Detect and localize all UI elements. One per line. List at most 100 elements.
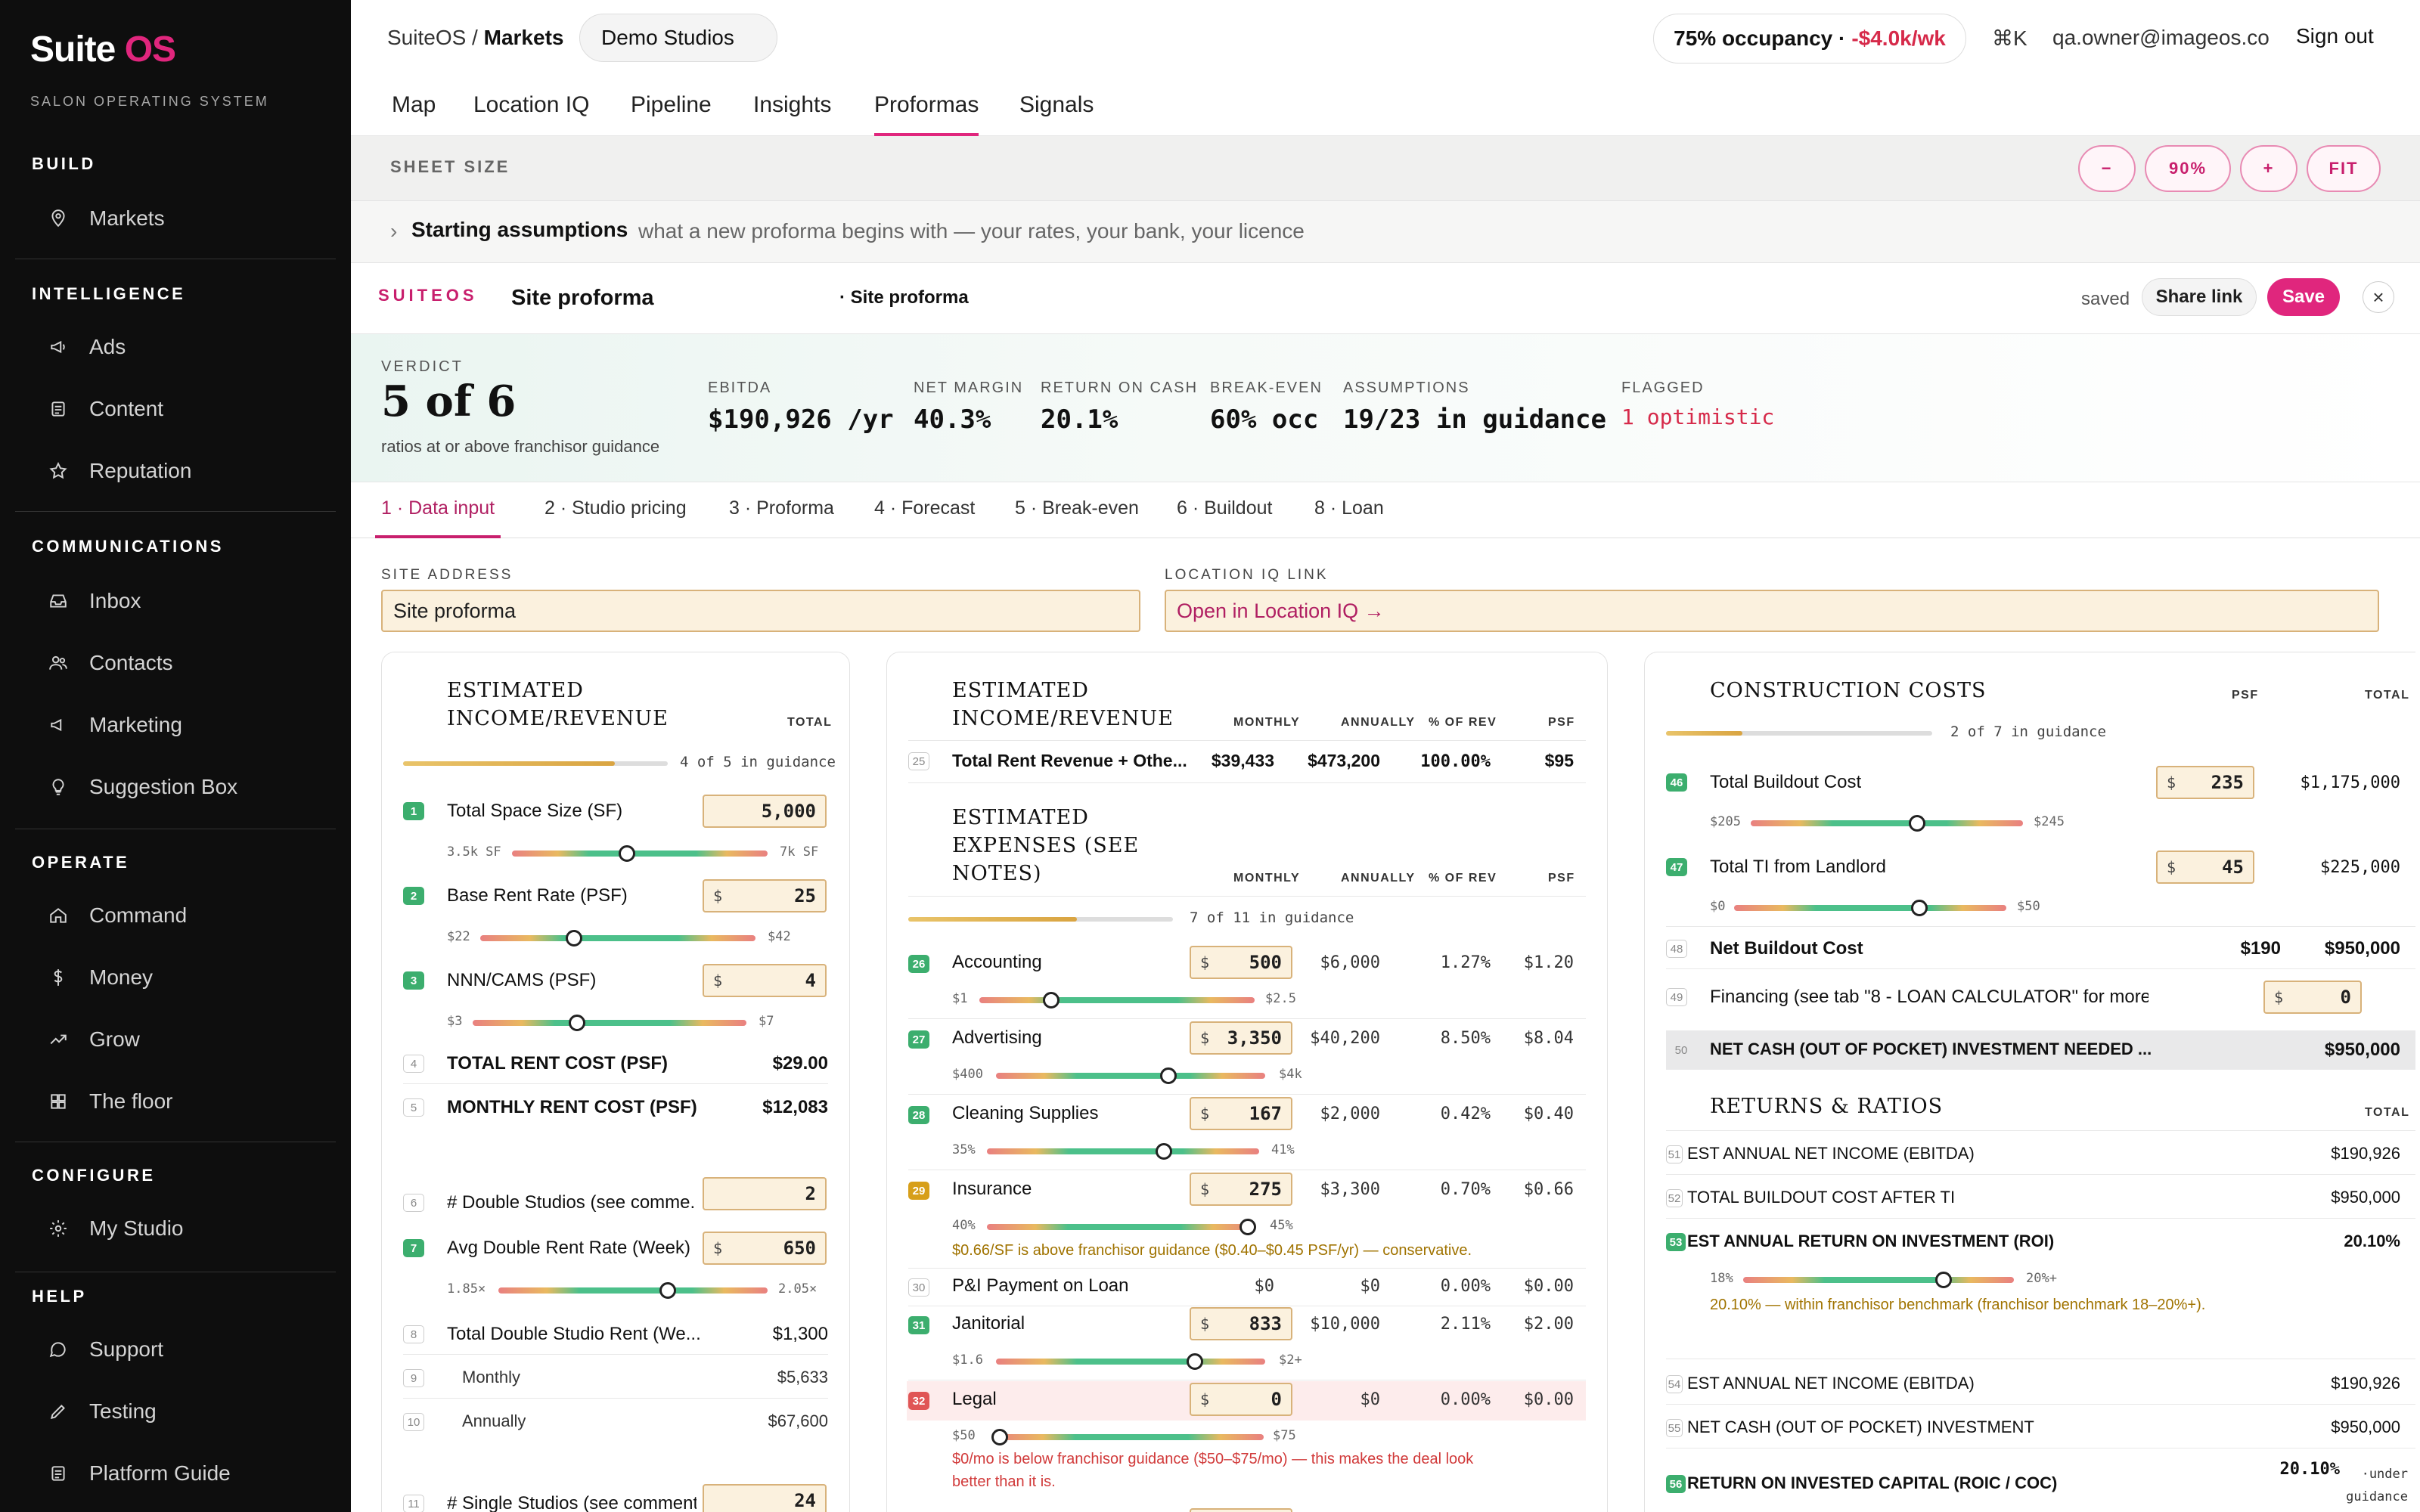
sidebar-item-platform-guide[interactable]: Platform Guide [48, 1455, 231, 1492]
guidance-slider[interactable] [1743, 1272, 2014, 1288]
sidebar-item-contacts[interactable]: Contacts [48, 644, 173, 682]
zoom-fit-button[interactable]: FIT [2307, 145, 2381, 192]
sidebar-item-testing[interactable]: Testing [48, 1393, 157, 1430]
row-number: 26 [908, 955, 929, 973]
tab-map[interactable]: Map [392, 92, 436, 117]
tab-data-input[interactable]: 1 · Data input [375, 497, 501, 538]
slider-knob[interactable] [1159, 1067, 1177, 1084]
brand-logo[interactable]: Suite OS [30, 29, 176, 70]
tab-proforma[interactable]: 3 · Proforma [729, 497, 834, 519]
sidebar-item-marketing[interactable]: Marketing [48, 706, 182, 744]
guidance-slider[interactable] [979, 992, 1255, 1009]
tab-pipeline[interactable]: Pipeline [631, 92, 712, 117]
double-studios-input[interactable]: 2 [703, 1177, 827, 1210]
buildout-cost-input[interactable]: $235 [2156, 766, 2254, 799]
proforma-title[interactable]: Site proforma [511, 286, 654, 310]
guidance-slider[interactable] [996, 1353, 1265, 1370]
next-expense-input[interactable] [1190, 1508, 1292, 1512]
sidebar-item-inbox[interactable]: Inbox [48, 582, 141, 620]
tab-buildout[interactable]: 6 · Buildout [1177, 497, 1273, 519]
sidebar-item-content[interactable]: Content [48, 390, 163, 428]
slider-knob[interactable] [991, 1429, 1009, 1445]
sidebar-item-my-studio[interactable]: My Studio [48, 1210, 184, 1247]
sidebar-item-support[interactable]: Support [48, 1331, 163, 1368]
sidebar-item-grow[interactable]: Grow [48, 1021, 140, 1058]
advertising-input[interactable]: $3,350 [1190, 1021, 1292, 1055]
share-link-button[interactable]: Share link [2142, 278, 2257, 316]
zoom-in-button[interactable]: + [2240, 145, 2297, 192]
close-icon[interactable]: × [2363, 281, 2394, 313]
slider-knob[interactable] [1187, 1353, 1204, 1370]
command-shortcut[interactable]: ⌘K [1992, 26, 2028, 50]
legal-input[interactable]: $0 [1190, 1383, 1292, 1416]
row-annually: $10,000 [1310, 1315, 1380, 1334]
slider-knob[interactable] [1239, 1219, 1257, 1235]
financing-input[interactable]: $0 [2263, 981, 2362, 1014]
site-address-input[interactable]: Site proforma [381, 590, 1140, 632]
space-size-input[interactable]: 5,000 [703, 795, 827, 828]
note-line: $0/mo is below franchisor guidance ($50–… [952, 1451, 1474, 1467]
guidance-slider[interactable] [991, 1429, 1264, 1445]
location-iq-link[interactable]: Open in Location IQ → [1165, 590, 2379, 632]
cleaning-supplies-input[interactable]: $167 [1190, 1097, 1292, 1130]
accounting-input[interactable]: $500 [1190, 946, 1292, 979]
occupancy-badge[interactable]: 75% occupancy · -$4.0k/wk [1653, 14, 1966, 64]
row-label: TOTAL RENT COST (PSF) [447, 1053, 668, 1074]
sidebar-item-suggestion-box[interactable]: Suggestion Box [48, 768, 237, 806]
slider-knob[interactable] [659, 1282, 677, 1299]
slider-knob[interactable] [568, 1015, 585, 1031]
insurance-input[interactable]: $275 [1190, 1173, 1292, 1206]
nnn-cams-input[interactable]: $4 [703, 964, 827, 997]
starting-assumptions-toggle[interactable]: › Starting assumptions what a new profor… [351, 201, 2420, 263]
sign-out-button[interactable]: Sign out [2296, 24, 2374, 48]
row-number: 48 [1666, 940, 1687, 958]
tab-loan[interactable]: 8 · Loan [1314, 497, 1384, 519]
slider-knob[interactable] [619, 845, 636, 862]
tab-break-even[interactable]: 5 · Break-even [1015, 497, 1139, 519]
tab-location-iq[interactable]: Location IQ [473, 92, 590, 117]
tab-forecast[interactable]: 4 · Forecast [874, 497, 976, 519]
tab-studio-pricing[interactable]: 2 · Studio pricing [544, 497, 687, 519]
zoom-level[interactable]: 90% [2145, 145, 2231, 192]
double-rent-input[interactable]: $650 [703, 1232, 827, 1265]
guidance-slider[interactable] [987, 1143, 1259, 1160]
slider-knob[interactable] [1042, 992, 1060, 1009]
sidebar-item-command[interactable]: Command [48, 897, 187, 934]
sidebar-item-ads[interactable]: Ads [48, 328, 126, 366]
row-number: 11 [403, 1495, 424, 1512]
zoom-out-button[interactable]: − [2078, 145, 2136, 192]
guidance-slider[interactable] [473, 1015, 746, 1031]
save-button[interactable]: Save [2267, 278, 2340, 316]
tab-insights[interactable]: Insights [753, 92, 832, 117]
guidance-slider[interactable] [987, 1219, 1257, 1235]
guidance-slider[interactable] [512, 845, 768, 862]
guidance-slider[interactable] [1751, 815, 2023, 832]
slider-knob[interactable] [1908, 815, 1925, 832]
metric-flagged[interactable]: FLAGGED 1 optimistic [1621, 380, 1774, 429]
tab-proformas[interactable]: Proformas [874, 92, 979, 136]
slider-knob[interactable] [565, 930, 582, 947]
sidebar-item-markets[interactable]: Markets [48, 200, 165, 237]
studio-switcher[interactable]: Demo Studios [579, 14, 777, 62]
sheet-size-label: SHEET SIZE [390, 157, 510, 176]
guidance-slider[interactable] [996, 1067, 1265, 1084]
guidance-slider[interactable] [1734, 900, 2006, 916]
breadcrumb-root[interactable]: SuiteOS / [387, 26, 478, 49]
slider-knob[interactable] [1934, 1272, 1952, 1288]
janitorial-input[interactable]: $833 [1190, 1307, 1292, 1340]
input-value: 167 [1249, 1103, 1282, 1124]
row-annually: $2,000 [1320, 1105, 1380, 1123]
sidebar-item-reputation[interactable]: Reputation [48, 452, 191, 490]
slider-knob[interactable] [1910, 900, 1928, 916]
ti-landlord-input[interactable]: $45 [2156, 850, 2254, 884]
sidebar-item-the-floor[interactable]: The floor [48, 1083, 173, 1120]
tab-signals[interactable]: Signals [1019, 92, 1094, 117]
row-pct: 100.00% [1420, 752, 1491, 771]
sidebar-item-money[interactable]: Money [48, 959, 153, 996]
slider-knob[interactable] [1156, 1143, 1172, 1160]
guidance-slider[interactable] [480, 930, 755, 947]
base-rent-input[interactable]: $25 [703, 879, 827, 912]
guidance-slider[interactable] [498, 1282, 768, 1299]
construction-card: CONSTRUCTION COSTS PSF TOTAL 2 of 7 in g… [1644, 652, 2415, 1512]
single-studios-input[interactable]: 24 [703, 1484, 827, 1512]
